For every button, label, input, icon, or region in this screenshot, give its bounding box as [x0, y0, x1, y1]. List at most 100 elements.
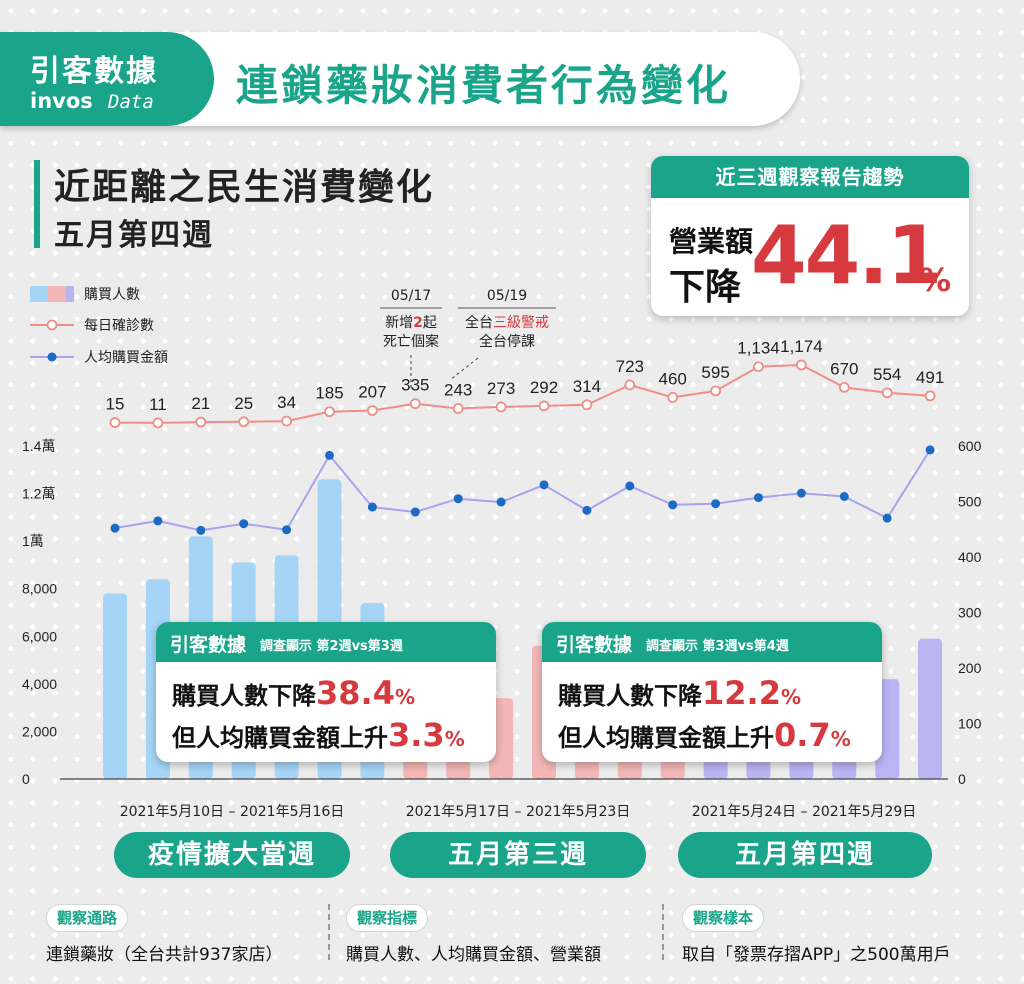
- bar-buyers: [918, 638, 943, 779]
- point-daily-cases: [581, 399, 593, 411]
- bar-buyers: [103, 593, 127, 779]
- annotation-highlight: 三級警戒: [493, 315, 549, 331]
- point-daily-cases: [538, 400, 550, 412]
- trend-label-revenue: 營業額: [669, 225, 754, 258]
- label-daily-cases: 207: [358, 383, 386, 402]
- point-daily-cases: [409, 398, 421, 410]
- footer-text-sample: 取自「發票存摺APP」之500萬用戶: [682, 945, 951, 965]
- point-avg-spend: [754, 493, 763, 503]
- point-daily-cases: [324, 406, 335, 418]
- footer-tag-channel: 觀察通路: [46, 904, 129, 932]
- legend-swatch-buyers-week3: [66, 286, 74, 302]
- insight-unit: %: [780, 685, 801, 709]
- label-daily-cases: 25: [234, 394, 253, 413]
- point-avg-spend: [282, 525, 292, 535]
- page-title: 連鎖藥妝消費者行為變化: [236, 61, 732, 110]
- point-daily-cases: [796, 359, 807, 371]
- label-daily-cases: 185: [315, 384, 343, 403]
- label-daily-cases: 314: [573, 377, 601, 396]
- right-axis-tick-label: 200: [958, 660, 982, 676]
- label-daily-cases: 292: [530, 378, 558, 397]
- line-avg-spend: [114, 449, 931, 532]
- week-pill-outbreak: 疫情擴大當週: [114, 832, 350, 878]
- brand-subtitle-data: Data: [108, 91, 154, 113]
- line-daily-cases: [114, 363, 931, 424]
- left-axis-tick-label: 1.2萬: [22, 486, 55, 502]
- point-avg-spend: [453, 494, 463, 504]
- point-avg-spend: [539, 480, 549, 490]
- left-axis-tick-label: 0: [22, 771, 30, 787]
- brand-block: 引客數據 invos Data: [0, 32, 214, 126]
- point-daily-cases: [195, 416, 207, 428]
- left-axis-tick-label: 6,000: [22, 628, 57, 644]
- insight-header: 引客數據 調查顯示 第3週vs第4週: [542, 622, 882, 662]
- point-avg-spend: [796, 488, 806, 498]
- legend-marker-cases: [46, 319, 58, 331]
- insight-value: 12.2: [702, 674, 781, 712]
- annotation-line1: 全台三級警戒: [465, 314, 549, 331]
- point-daily-cases: [667, 391, 679, 403]
- annotation-highlight: 2: [413, 315, 423, 331]
- point-avg-spend: [882, 513, 892, 523]
- trend-box: 近三週觀察報告趨勢 營業額 下降 44.1 %: [651, 156, 969, 316]
- label-daily-cases: 1,134: [737, 339, 780, 358]
- point-avg-spend: [325, 450, 334, 460]
- point-daily-cases: [838, 381, 850, 393]
- legend-marker-spend: [47, 352, 57, 362]
- label-daily-cases: 460: [659, 369, 687, 388]
- point-avg-spend: [582, 505, 592, 515]
- date-range-label: 2021年5月10日 – 2021年5月16日: [120, 804, 345, 820]
- point-avg-spend: [711, 499, 721, 509]
- footer-tag-metrics: 觀察指標: [346, 904, 429, 932]
- date-range-label: 2021年5月17日 – 2021年5月23日: [406, 804, 631, 820]
- label-daily-cases: 34: [277, 393, 296, 412]
- label-daily-cases: 723: [616, 357, 644, 376]
- footer-tag-sample: 觀察樣本: [682, 904, 765, 932]
- insight-unit: %: [394, 685, 415, 709]
- trend-value: 44.1: [751, 209, 942, 302]
- label-daily-cases: 1,174: [780, 337, 823, 356]
- legend-label-cases: 每日確診數: [84, 318, 154, 334]
- label-daily-cases: 21: [191, 394, 210, 413]
- right-axis-tick-label: 100: [958, 716, 982, 732]
- right-axis-tick-label: 300: [958, 605, 982, 621]
- legend-label-spend: 人均購買金額: [84, 350, 168, 366]
- legend-swatch-buyers-week1: [30, 286, 48, 302]
- right-axis-tick-label: 0: [958, 771, 966, 787]
- right-axis-tick-label: 600: [958, 438, 982, 454]
- point-avg-spend: [367, 502, 377, 512]
- point-daily-cases: [366, 405, 378, 416]
- point-avg-spend: [196, 525, 206, 535]
- annotation-line2: 全台停課: [479, 333, 535, 350]
- annotation-date: 05/19: [487, 288, 527, 304]
- insight-row-buyers: 購買人數下降12.2%: [558, 674, 801, 712]
- point-daily-cases: [881, 387, 893, 399]
- label-daily-cases: 273: [487, 379, 515, 398]
- label-daily-cases: 670: [830, 359, 858, 378]
- insight-value: 3.3: [388, 716, 445, 754]
- annotation-line1: 新增2起: [385, 315, 437, 331]
- point-daily-cases: [495, 401, 507, 413]
- point-avg-spend: [925, 445, 935, 455]
- annotation-text: 新增: [385, 315, 413, 331]
- week-pill-third: 五月第三週: [390, 832, 646, 878]
- legend-swatch-buyers-week2: [48, 286, 66, 302]
- left-axis-tick-label: 4,000: [22, 676, 57, 692]
- insight-header: 引客數據 調查顯示 第2週vs第3週: [156, 622, 496, 662]
- legend-label-buyers: 購買人數: [84, 287, 140, 303]
- point-avg-spend: [239, 519, 249, 529]
- insight-row-label: 但人均購買金額上升: [172, 724, 388, 752]
- point-daily-cases: [924, 390, 936, 402]
- label-daily-cases: 554: [873, 365, 901, 384]
- section-title: 近距離之民生消費變化: [54, 167, 435, 208]
- footer-divider: [662, 904, 664, 960]
- brand-title: 引客數據: [30, 54, 158, 89]
- point-daily-cases: [109, 417, 121, 428]
- label-daily-cases: 595: [701, 363, 729, 382]
- label-daily-cases: 335: [401, 376, 429, 395]
- point-daily-cases: [753, 361, 764, 373]
- left-axis-tick-label: 2,000: [22, 723, 57, 739]
- insight-brand: 引客數據: [556, 634, 633, 656]
- right-axis-tick-label: 500: [958, 494, 982, 510]
- left-axis-tick-label: 1萬: [22, 533, 44, 549]
